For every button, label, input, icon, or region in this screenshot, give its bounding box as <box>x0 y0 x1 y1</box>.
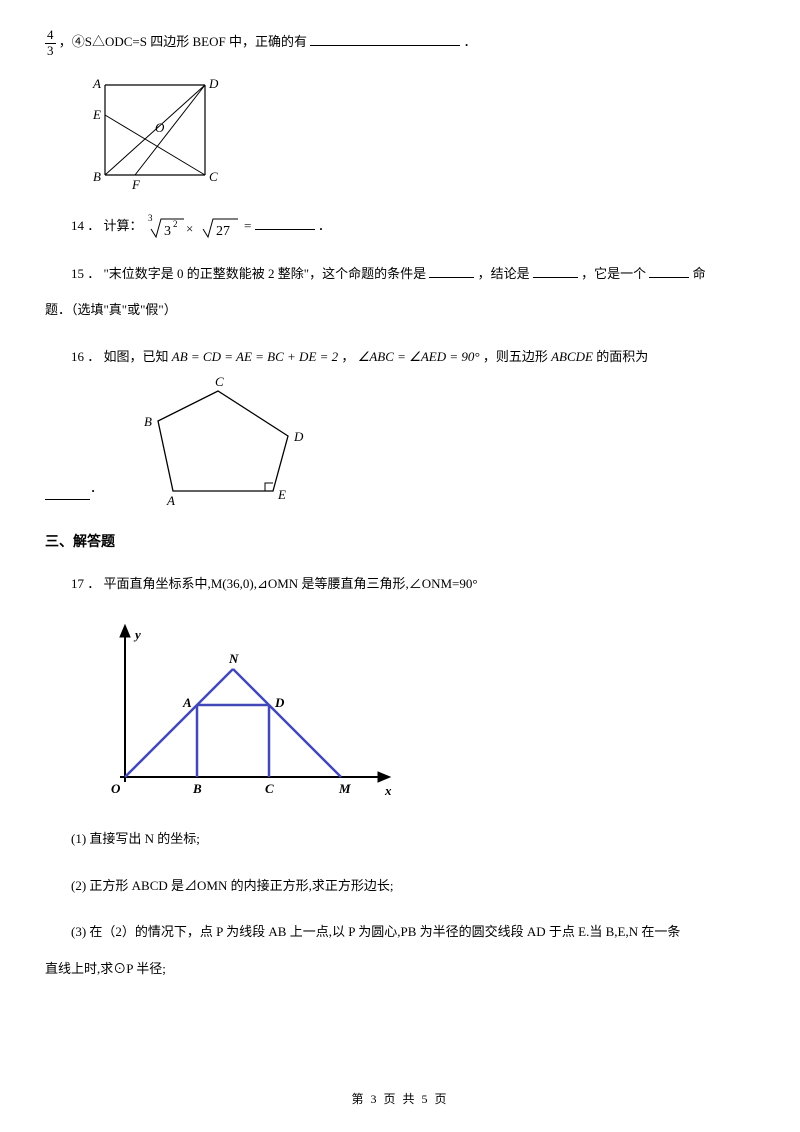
svg-text:O: O <box>155 120 165 135</box>
fraction-denominator: 3 <box>45 44 56 58</box>
svg-text:E: E <box>92 107 101 122</box>
q16-prefix: 16 ． 如图，已知 <box>71 349 172 364</box>
q14-prefix: 14 ． 计算： <box>71 218 143 233</box>
svg-text:E: E <box>277 487 286 502</box>
svg-text:2: 2 <box>173 219 178 229</box>
svg-text:×: × <box>186 221 193 236</box>
svg-text:x: x <box>384 783 392 798</box>
q13-period: ． <box>463 34 476 49</box>
q16-abcde: ABCDE <box>551 349 593 364</box>
q16: 16 ． 如图，已知 AB = CD = AE = BC + DE = 2 ， … <box>45 343 755 372</box>
section-3-title: 三、解答题 <box>45 526 755 557</box>
svg-text:B: B <box>144 414 152 429</box>
q13-text: ，④S△ODC=S 四边形 BEOF 中，正确的有 <box>59 34 307 49</box>
q15-blank-2 <box>533 277 578 278</box>
figure-pentagon-row: ． A E B C D <box>45 372 755 506</box>
svg-text:27: 27 <box>216 224 230 239</box>
svg-text:A: A <box>92 76 101 91</box>
svg-text:y: y <box>133 627 141 642</box>
svg-text:3: 3 <box>148 213 153 223</box>
q15-text-a: 15 ． "末位数字是 0 的正整数能被 2 整除"，这个命题的条件是 <box>71 266 426 281</box>
svg-text:F: F <box>131 177 141 192</box>
svg-text:M: M <box>338 781 351 796</box>
q16-suffix-b: 的面积为 <box>596 349 648 364</box>
page-footer: 第 3 页 共 5 页 <box>0 1086 800 1112</box>
svg-text:D: D <box>274 695 285 710</box>
svg-text:C: C <box>265 781 274 796</box>
q13-blank <box>310 45 460 46</box>
q14: 14 ． 计算： 332 × 27 = ． <box>45 212 755 242</box>
q16-formula-2: ∠ABC = ∠AED = 90° <box>358 349 480 364</box>
svg-text:B: B <box>93 169 101 184</box>
q15-blank-3 <box>649 277 689 278</box>
q15-text-c: ，它是一个 <box>581 266 646 281</box>
q15-text-d: 命 <box>693 266 706 281</box>
q17-sub1: (1) 直接写出 N 的坐标; <box>45 825 755 854</box>
svg-text:A: A <box>182 695 192 710</box>
figure-coordinate-triangle: y x O M N A D B C <box>85 617 755 807</box>
svg-text:D: D <box>208 76 219 91</box>
q17-sub3b: 直线上时,求⊙P 半径; <box>45 955 755 984</box>
q17-line: 17 ． 平面直角坐标系中,M(36,0),⊿OMN 是等腰直角三角形,∠ONM… <box>45 570 755 599</box>
q14-blank <box>255 229 315 230</box>
q16-formula-1: AB = CD = AE = BC + DE = 2 <box>172 349 338 364</box>
q17-sub3a: (3) 在（2）的情况下，点 P 为线段 AB 上一点,以 P 为圆心,PB 为… <box>45 918 755 947</box>
svg-text:D: D <box>293 429 304 444</box>
q14-eq: = <box>244 218 251 233</box>
q14-expression: 332 × 27 <box>146 212 241 242</box>
figure-square-diagonals: A D B C E F O <box>85 70 755 200</box>
svg-text:A: A <box>166 493 175 506</box>
svg-text:C: C <box>209 169 218 184</box>
q15: 15 ． "末位数字是 0 的正整数能被 2 整除"，这个命题的条件是 ，结论是… <box>45 260 755 289</box>
q16-comma: ， <box>341 349 354 364</box>
svg-text:3: 3 <box>164 224 171 239</box>
q15-blank-1 <box>429 277 474 278</box>
q15-text-b: ，结论是 <box>478 266 530 281</box>
svg-text:B: B <box>192 781 202 796</box>
q16-suffix-a: ，则五边形 <box>483 349 551 364</box>
q16-period: ． <box>90 474 103 503</box>
q13-continuation: 4 3 ，④S△ODC=S 四边形 BEOF 中，正确的有 ． <box>45 28 755 58</box>
fraction-numerator: 4 <box>45 28 56 43</box>
svg-text:O: O <box>111 781 121 796</box>
fraction-4-3: 4 3 <box>45 28 56 58</box>
q14-suffix: ． <box>318 218 331 233</box>
figure-pentagon: A E B C D <box>123 376 328 506</box>
q15-line2: 题．（选填"真"或"假"） <box>45 296 755 325</box>
q17-sub2: (2) 正方形 ABCD 是⊿OMN 的内接正方形,求正方形边长; <box>45 872 755 901</box>
svg-text:C: C <box>215 376 224 389</box>
q16-blank <box>45 499 90 500</box>
svg-text:N: N <box>228 651 239 666</box>
